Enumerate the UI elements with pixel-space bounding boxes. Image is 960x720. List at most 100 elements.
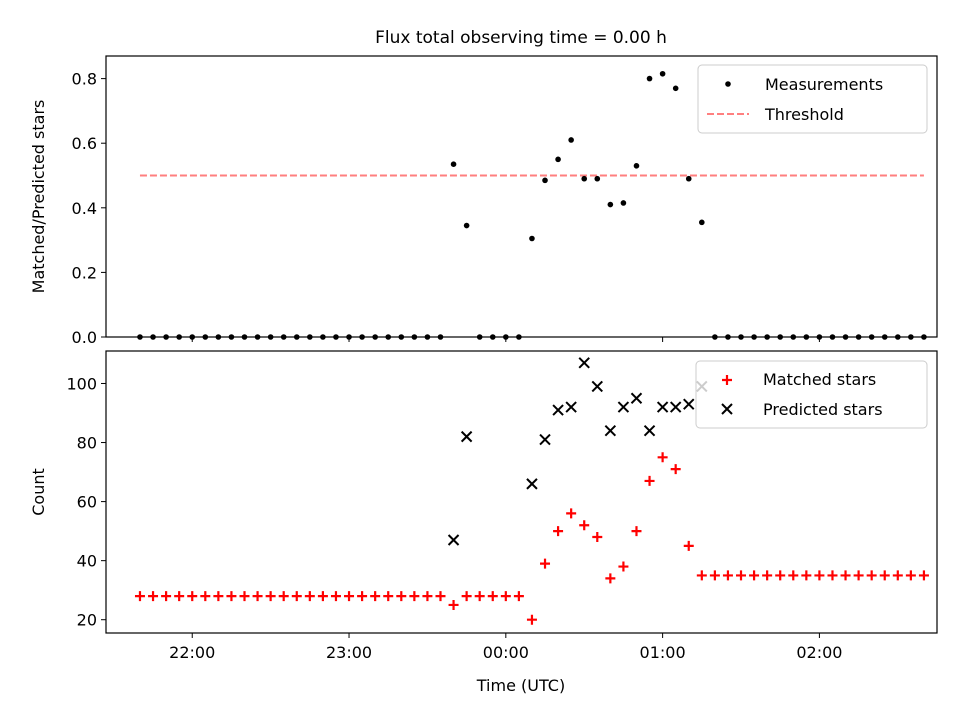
matched-star-point: [239, 591, 250, 602]
matched-star-point: [344, 591, 355, 602]
matched-star-point: [161, 591, 172, 602]
matched-star-point: [383, 591, 394, 602]
bottom-panel: 20 40 60 80 100 22:00 23:00 00:00 01:00 02:00 Coun…: [29, 350, 938, 695]
matched-star-point: [422, 591, 433, 602]
top-ytick-label: 0.8: [72, 70, 97, 89]
matched-star-point: [696, 570, 707, 581]
matched-star-point: [330, 591, 341, 602]
matched-star-point: [644, 475, 655, 486]
matched-star-point: [304, 591, 315, 602]
top-legend: Measurements Threshold: [697, 64, 928, 134]
predicted-star-point: [617, 401, 630, 413]
matched-star-point: [187, 591, 198, 602]
top-legend-box: [697, 64, 928, 134]
matched-star-point: [670, 464, 681, 475]
matched-star-point: [540, 558, 551, 569]
matched-star-point: [892, 570, 903, 581]
predicted-star-point: [669, 401, 682, 413]
matched-star-point: [448, 599, 459, 610]
top-ytick-label: 0.4: [72, 199, 97, 218]
top-ytick-label: 0.2: [72, 263, 97, 282]
predicted-star-point: [526, 478, 538, 490]
matched-star-point: [526, 614, 537, 625]
matched-star-point: [657, 452, 668, 463]
predicted-star-point: [591, 380, 603, 393]
matched-star-point: [370, 591, 381, 602]
measurement-point: [529, 235, 535, 242]
matched-star-point: [474, 591, 485, 602]
matched-star-point: [918, 570, 929, 581]
bottom-ytick-label: 60: [77, 493, 97, 512]
bottom-legend-box: [695, 360, 928, 429]
measurement-point: [646, 75, 653, 82]
matched-star-point: [226, 591, 237, 602]
predicted-star-point: [656, 401, 669, 413]
matched-star-point: [174, 591, 185, 602]
legend-matched-label: Matched stars: [763, 370, 876, 389]
x-tick-label: 22:00: [169, 643, 215, 662]
matched-star-point: [134, 591, 145, 602]
matched-star-point: [814, 570, 825, 581]
matched-star-point: [278, 591, 289, 602]
x-tick-label: 01:00: [640, 643, 686, 662]
measurement-point: [568, 137, 574, 143]
matched-star-point: [409, 591, 420, 602]
matched-star-point: [396, 591, 407, 602]
x-tick-label: 02:00: [796, 643, 842, 662]
bottom-ytick-label: 100: [66, 374, 97, 393]
top-ytick-label: 0.0: [72, 328, 97, 347]
predicted-star-point: [578, 357, 590, 369]
matched-star-point: [553, 526, 564, 537]
legend-predicted-label: Predicted stars: [763, 400, 883, 419]
measurement-point: [581, 175, 588, 182]
top-y-axis-label: Matched/Predicted stars: [29, 100, 48, 294]
matched-star-point: [788, 570, 799, 581]
matched-star-point: [265, 591, 276, 602]
measurement-point: [685, 175, 692, 182]
matched-star-point: [252, 591, 263, 602]
bottom-ytick-label: 80: [77, 434, 97, 453]
top-axes-frame: [105, 55, 938, 338]
predicted-star-point: [565, 401, 577, 413]
x-axis-label: Time (UTC): [476, 676, 565, 695]
predicted-star-point: [604, 425, 617, 437]
matched-star-point: [840, 570, 851, 581]
measurement-point: [463, 222, 470, 229]
measurement-point: [620, 200, 627, 206]
matched-star-point: [579, 520, 590, 531]
measurement-point: [594, 175, 601, 182]
matched-star-point: [291, 591, 302, 602]
matched-star-point: [827, 570, 838, 581]
predicted-star-point: [460, 430, 473, 443]
matched-star-point: [905, 570, 916, 581]
bottom-axes-frame: [105, 350, 938, 634]
x-tick-label: 23:00: [326, 643, 372, 662]
matched-star-point: [722, 570, 733, 581]
measurement-point: [672, 85, 679, 92]
matched-star-point: [513, 591, 524, 602]
measurement-point: [450, 161, 457, 168]
legend-matched-marker: [722, 375, 732, 385]
measurement-point: [659, 70, 666, 77]
matched-star-point: [317, 591, 328, 602]
matched-star-point: [357, 591, 368, 602]
legend-measurements-marker: [725, 81, 731, 87]
predicted-star-point: [447, 534, 460, 546]
bottom-legend: Matched stars Predicted stars: [695, 360, 928, 429]
chart-title: Flux total observing time = 0.00 h: [375, 28, 667, 48]
matched-star-point: [435, 591, 446, 602]
matched-star-point: [775, 570, 786, 581]
measurement-point: [607, 201, 614, 208]
matched-star-point: [879, 570, 890, 581]
matched-star-point: [683, 540, 694, 551]
matched-star-point: [866, 570, 877, 581]
matched-star-point: [736, 570, 747, 581]
matched-star-point: [592, 532, 603, 543]
matched-star-point: [566, 508, 577, 519]
x-tick-label: 00:00: [483, 643, 529, 662]
matched-star-point: [148, 591, 159, 602]
matched-star-point: [500, 591, 511, 602]
matched-star-point: [749, 570, 760, 581]
matched-star-point: [762, 570, 773, 581]
